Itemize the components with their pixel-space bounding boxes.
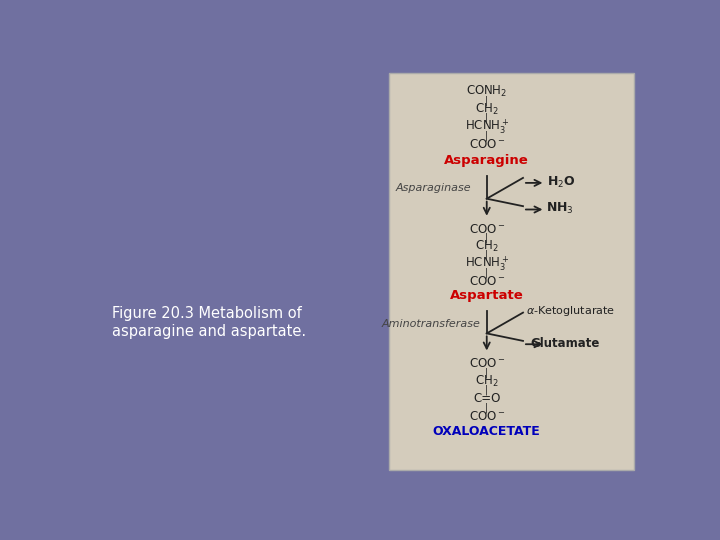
Text: Asparaginase: Asparaginase [396,183,472,193]
Text: NH$_3$: NH$_3$ [546,201,573,216]
Text: |: | [485,402,488,413]
Text: |: | [485,250,488,260]
Text: CH$_2$: CH$_2$ [475,102,498,117]
Text: |: | [485,130,488,141]
Text: OXALOACETATE: OXALOACETATE [433,426,541,438]
Text: |: | [485,367,488,378]
Text: |: | [485,113,488,123]
Text: HCNH$_3^+$: HCNH$_3^+$ [464,254,509,273]
Text: |: | [485,384,488,395]
FancyBboxPatch shape [389,73,634,470]
Text: |: | [485,95,488,106]
Text: H$_2$O: H$_2$O [546,174,575,190]
Text: COO$^-$: COO$^-$ [469,222,505,235]
Text: COO$^-$: COO$^-$ [469,138,505,151]
Text: COO$^-$: COO$^-$ [469,275,505,288]
Text: CH$_2$: CH$_2$ [475,374,498,389]
Text: Asparagine: Asparagine [444,153,529,166]
Text: Aminotransferase: Aminotransferase [382,319,480,329]
Text: Figure 20.3 Metabolism of
asparagine and aspartate.: Figure 20.3 Metabolism of asparagine and… [112,306,307,339]
Text: C=O: C=O [473,392,500,405]
Text: $\alpha$-Ketoglutarate: $\alpha$-Ketoglutarate [526,303,615,318]
Text: COO$^-$: COO$^-$ [469,410,505,423]
Text: CONH$_2$: CONH$_2$ [466,84,508,99]
Text: Glutamate: Glutamate [530,337,600,350]
Text: CH$_2$: CH$_2$ [475,239,498,254]
Text: Aspartate: Aspartate [450,289,523,302]
Text: |: | [485,233,488,243]
Text: COO$^-$: COO$^-$ [469,357,505,370]
Text: |: | [485,267,488,278]
Text: HCNH$_3^+$: HCNH$_3^+$ [464,117,509,136]
